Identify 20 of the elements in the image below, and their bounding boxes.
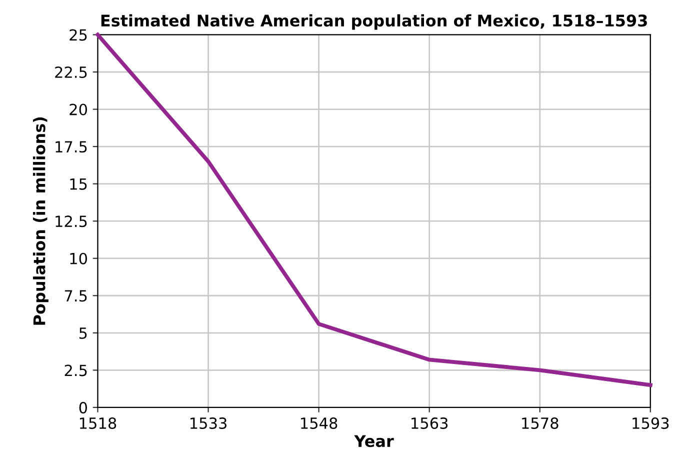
x-tick-label: 1563 bbox=[412, 417, 448, 429]
y-tick-label: 5 bbox=[79, 328, 87, 339]
y-tick-label: 22.5 bbox=[55, 66, 87, 78]
y-tick-label: 0 bbox=[79, 402, 87, 414]
x-axis-title: Year bbox=[354, 435, 394, 448]
x-tick-label: 1548 bbox=[301, 417, 338, 429]
x-tick-label: 1518 bbox=[80, 417, 116, 429]
y-axis-title: Population (in millions) bbox=[32, 117, 48, 325]
x-tick-label: 1593 bbox=[632, 417, 669, 429]
y-tick-label: 2.5 bbox=[64, 364, 87, 376]
y-tick-label: 12.5 bbox=[56, 216, 87, 228]
y-tick-label: 20 bbox=[70, 104, 87, 116]
x-tick-label: 1578 bbox=[522, 417, 558, 429]
y-tick-label: 7.5 bbox=[64, 290, 87, 302]
y-tick-label: 17.5 bbox=[56, 141, 87, 153]
y-tick-label: 25 bbox=[70, 29, 87, 41]
y-tick-label: 10 bbox=[70, 252, 87, 264]
chart-title: Estimated Native American population of Mexico, 1518–1593 bbox=[101, 14, 647, 30]
x-tick-label: 1533 bbox=[190, 417, 226, 429]
y-tick-label: 15 bbox=[70, 178, 87, 190]
